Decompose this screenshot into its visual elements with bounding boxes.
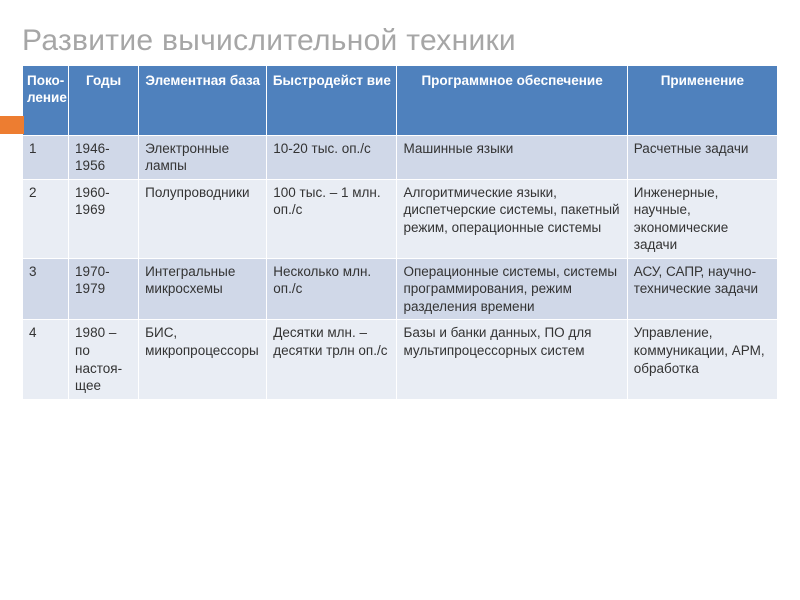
table-row: 1 1946-1956 Электронные лампы 10-20 тыс.…: [23, 135, 778, 179]
col-header-elem: Элементная база: [139, 65, 267, 135]
cell-soft: Алгоритмические языки, диспетчерские сис…: [397, 179, 627, 258]
cell-perf: Десятки млн. – десятки трлн оп./с: [267, 320, 397, 399]
cell-year: 1980 – по настоя-щее: [69, 320, 139, 399]
col-header-perf: Быстродейст вие: [267, 65, 397, 135]
cell-elem: Интегральные микросхемы: [139, 258, 267, 320]
cell-soft: Операционные системы, системы программир…: [397, 258, 627, 320]
cell-perf: Несколько млн. оп./с: [267, 258, 397, 320]
cell-year: 1960-1969: [69, 179, 139, 258]
table-row: 4 1980 – по настоя-щее БИС, микропроцесс…: [23, 320, 778, 399]
cell-soft: Базы и банки данных, ПО для мультипроцес…: [397, 320, 627, 399]
cell-use: АСУ, САПР, научно-технические задачи: [627, 258, 777, 320]
cell-use: Управление, коммуникации, АРМ, обработка: [627, 320, 777, 399]
cell-gen: 2: [23, 179, 69, 258]
cell-gen: 1: [23, 135, 69, 179]
cell-soft: Машинные языки: [397, 135, 627, 179]
cell-perf: 100 тыс. – 1 млн. оп./с: [267, 179, 397, 258]
cell-gen: 4: [23, 320, 69, 399]
accent-bar: [0, 116, 24, 134]
cell-use: Расчетные задачи: [627, 135, 777, 179]
generations-table: Поко- ление Годы Элементная база Быстрод…: [22, 65, 778, 400]
col-header-use: Применение: [627, 65, 777, 135]
table-row: 2 1960-1969 Полупроводники 100 тыс. – 1 …: [23, 179, 778, 258]
table-header-row: Поко- ление Годы Элементная база Быстрод…: [23, 65, 778, 135]
cell-perf: 10-20 тыс. оп./с: [267, 135, 397, 179]
table-row: 3 1970-1979 Интегральные микросхемы Неск…: [23, 258, 778, 320]
cell-year: 1970-1979: [69, 258, 139, 320]
cell-year: 1946-1956: [69, 135, 139, 179]
cell-elem: БИС, микропроцессоры: [139, 320, 267, 399]
slide-title: Развитие вычислительной техники: [0, 0, 800, 65]
col-header-gen: Поко- ление: [23, 65, 69, 135]
cell-elem: Электронные лампы: [139, 135, 267, 179]
col-header-soft: Программное обеспечение: [397, 65, 627, 135]
cell-elem: Полупроводники: [139, 179, 267, 258]
cell-gen: 3: [23, 258, 69, 320]
cell-use: Инженерные, научные, экономические задач…: [627, 179, 777, 258]
col-header-year: Годы: [69, 65, 139, 135]
